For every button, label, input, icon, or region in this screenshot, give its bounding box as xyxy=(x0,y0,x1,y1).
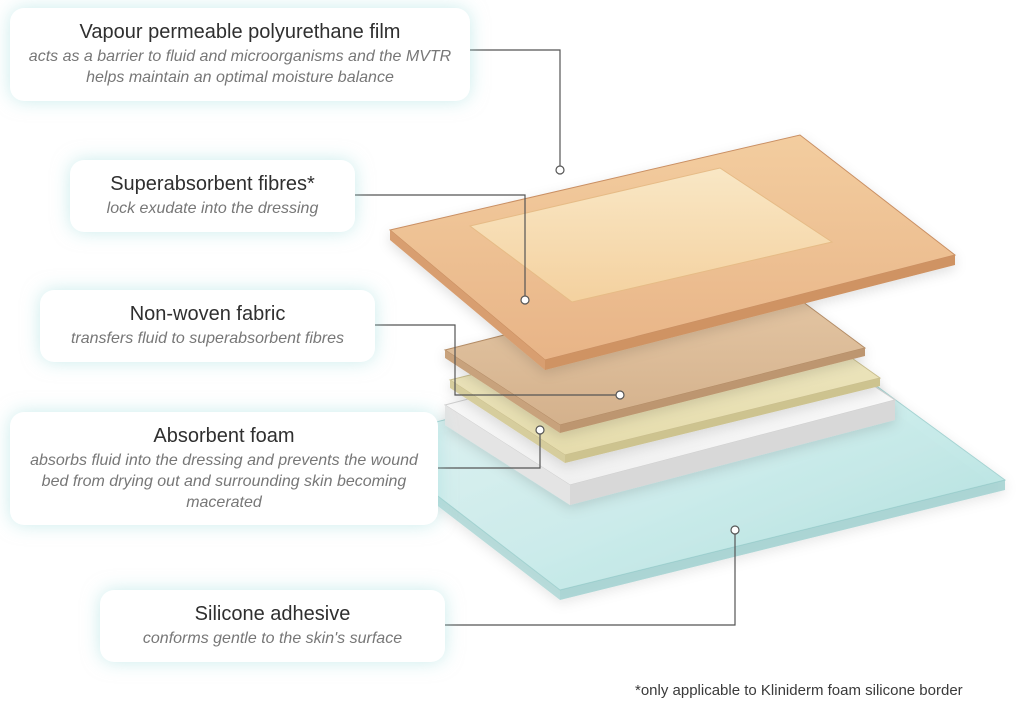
callout-top-film: Vapour permeable polyurethane film acts … xyxy=(10,8,470,101)
callout-title: Vapour permeable polyurethane film xyxy=(28,20,452,45)
callout-nonwoven: Non-woven fabric transfers fluid to supe… xyxy=(40,290,375,362)
callout-desc: conforms gentle to the skin's surface xyxy=(118,629,427,650)
callout-title: Superabsorbent fibres* xyxy=(88,172,337,197)
callout-title: Non-woven fabric xyxy=(58,302,357,327)
callout-title: Silicone adhesive xyxy=(118,602,427,627)
callout-desc: lock exudate into the dressing xyxy=(88,199,337,220)
diagram-stage: Vapour permeable polyurethane film acts … xyxy=(0,0,1028,706)
callout-silicone: Silicone adhesive conforms gentle to the… xyxy=(100,590,445,662)
connectors xyxy=(355,50,739,625)
callout-desc: transfers fluid to superabsorbent fibres xyxy=(58,329,357,350)
layer-top-film xyxy=(390,135,955,370)
layer-superabsorbent xyxy=(445,270,865,433)
footnote: *only applicable to Kliniderm foam silic… xyxy=(635,682,963,699)
layer-silicone xyxy=(365,330,1005,600)
callout-title: Absorbent foam xyxy=(28,424,420,449)
layer-foam xyxy=(445,320,895,505)
callout-foam: Absorbent foam absorbs fluid into the dr… xyxy=(10,412,438,525)
callout-desc: absorbs fluid into the dressing and prev… xyxy=(28,451,420,513)
callout-desc: acts as a barrier to fluid and microorga… xyxy=(28,47,452,89)
callout-superabsorbent: Superabsorbent fibres* lock exudate into… xyxy=(70,160,355,232)
layer-nonwoven xyxy=(450,300,880,463)
